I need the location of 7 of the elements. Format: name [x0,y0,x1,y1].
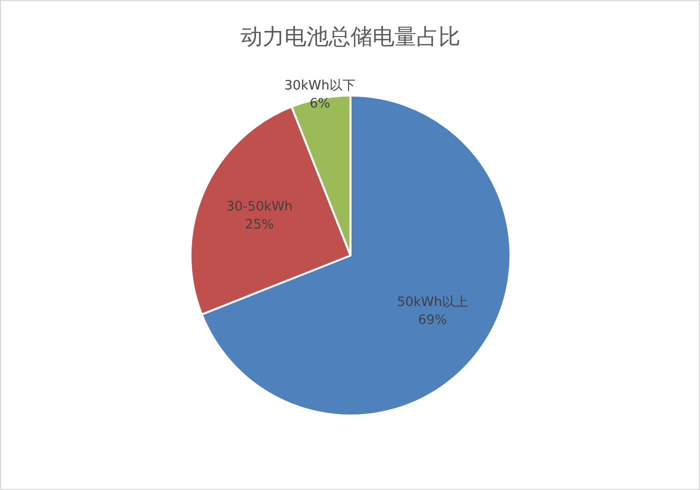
slice-label: 30-50kWh [226,200,293,215]
data-label: 25% [245,218,274,233]
chart-title: 动力电池总储电量占比 [240,25,460,50]
slice-label: 30kWh以下 [284,78,356,94]
data-label: 6% [310,96,330,112]
data-label: 69% [418,312,448,328]
slice-label: 50kWh以上 [396,294,468,310]
